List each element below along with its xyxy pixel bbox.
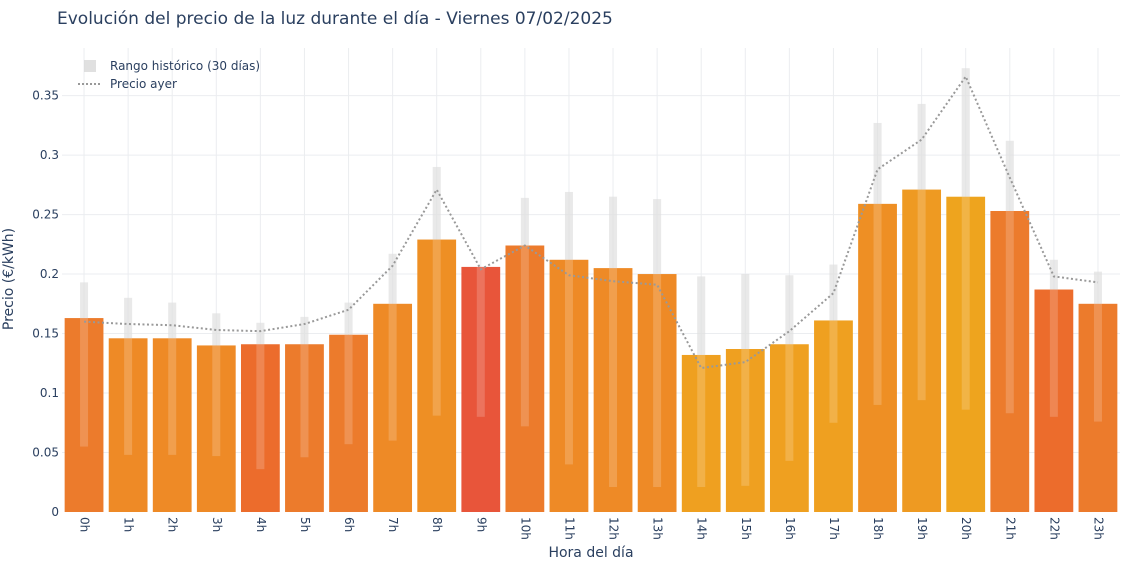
x-tick-label: 2h [166, 517, 180, 532]
price-bar [946, 196, 986, 512]
y-tick-label: 0.25 [32, 208, 59, 222]
range-overlay [256, 322, 265, 470]
range-overlay [917, 103, 926, 401]
price-bar [1034, 289, 1074, 512]
x-tick-label: 21h [1003, 517, 1017, 540]
range-overlay [1049, 259, 1058, 417]
x-tick-label: 1h [122, 517, 136, 532]
x-axis-title: Hora del día [548, 545, 633, 561]
range-overlay [1005, 140, 1014, 414]
range-overlay [520, 197, 529, 427]
y-tick-label: 0.15 [32, 327, 59, 341]
x-tick-label: 4h [254, 517, 268, 532]
x-tick-label: 8h [430, 517, 444, 532]
y-tick-label: 0.05 [32, 446, 59, 460]
price-bars [64, 68, 1118, 513]
price-bar [329, 334, 368, 512]
price-bar [858, 203, 897, 512]
x-tick-label: 9h [474, 517, 488, 532]
range-overlay [961, 68, 970, 410]
legend: Rango histórico (30 días) Precio ayer [78, 59, 260, 91]
x-tick-label: 3h [210, 517, 224, 532]
range-overlay [476, 266, 485, 417]
range-overlay [609, 196, 618, 488]
yesterday-line [83, 74, 1099, 370]
range-overlay [300, 316, 309, 458]
x-tick-label: 22h [1047, 517, 1061, 540]
price-bar [902, 189, 942, 513]
price-bar [549, 259, 589, 512]
price-bar [152, 338, 192, 512]
x-tick-label: 15h [739, 517, 753, 540]
range-overlay [1093, 271, 1102, 422]
x-tick-label: 17h [827, 517, 841, 540]
legend-range-label: Rango histórico (30 días) [110, 59, 260, 73]
y-tick-label: 0.3 [40, 148, 59, 162]
x-tick-label: 0h [78, 517, 92, 532]
price-bar [285, 344, 324, 512]
price-bar [108, 338, 148, 512]
range-overlay [432, 166, 441, 416]
y-axis-title: Precio (€/kWh) [1, 228, 17, 330]
range-overlay [344, 302, 353, 445]
price-bar [240, 344, 280, 512]
x-tick-label: 13h [651, 517, 665, 540]
range-overlay [697, 276, 706, 488]
x-tick-label: 19h [915, 517, 929, 540]
price-bar [64, 318, 104, 512]
price-bar [593, 268, 633, 512]
x-tick-label: 5h [298, 517, 312, 532]
price-bar [725, 349, 765, 512]
range-overlay [168, 302, 177, 455]
x-tick-label: 12h [607, 517, 621, 540]
price-bar [681, 354, 721, 512]
range-overlay [388, 253, 397, 441]
x-tick-label: 14h [695, 517, 709, 540]
yesterday-line-layer [83, 74, 1099, 370]
legend-yesterday-label: Precio ayer [110, 77, 177, 91]
range-overlay [873, 122, 882, 405]
x-tick-label: 23h [1091, 517, 1105, 540]
price-bar [814, 320, 853, 512]
price-bar [461, 266, 501, 512]
range-overlay [829, 264, 838, 423]
x-tick-label: 16h [783, 517, 797, 540]
y-tick-label: 0.2 [40, 267, 59, 281]
chart-title: Evolución del precio de la luz durante e… [57, 9, 613, 29]
x-tick-label: 20h [959, 517, 973, 540]
price-bar [196, 345, 236, 512]
range-overlay [741, 274, 750, 486]
range-overlay [212, 313, 221, 457]
x-tick-label: 7h [386, 517, 400, 532]
y-tick-label: 0 [51, 505, 59, 519]
range-overlay [785, 275, 794, 461]
x-axis-ticks: 0h 1h 2h 3h 4h 5h 6h 7h 8h 9h 10h 11h 12h 13h 14h 15h 16… [78, 517, 1106, 540]
price-bar [769, 344, 809, 512]
legend-range-swatch [84, 60, 96, 72]
x-tick-label: 10h [518, 517, 532, 540]
x-tick-label: 6h [342, 517, 356, 532]
range-overlay [80, 282, 89, 447]
y-tick-label: 0.35 [32, 89, 59, 103]
price-bar [373, 303, 413, 512]
y-axis-ticks: 0 0.05 0.1 0.15 0.2 0.25 0.3 0.35 [32, 89, 59, 519]
price-bar [505, 245, 545, 512]
x-tick-label: 11h [562, 517, 576, 540]
x-tick-label: 18h [871, 517, 885, 540]
price-bar [1078, 303, 1118, 512]
range-overlay [124, 297, 133, 455]
price-bar [990, 210, 1030, 512]
range-overlay [564, 191, 573, 465]
y-tick-label: 0.1 [40, 386, 59, 400]
range-overlay [653, 199, 662, 488]
price-bar [637, 274, 677, 512]
price-bar [417, 239, 457, 513]
